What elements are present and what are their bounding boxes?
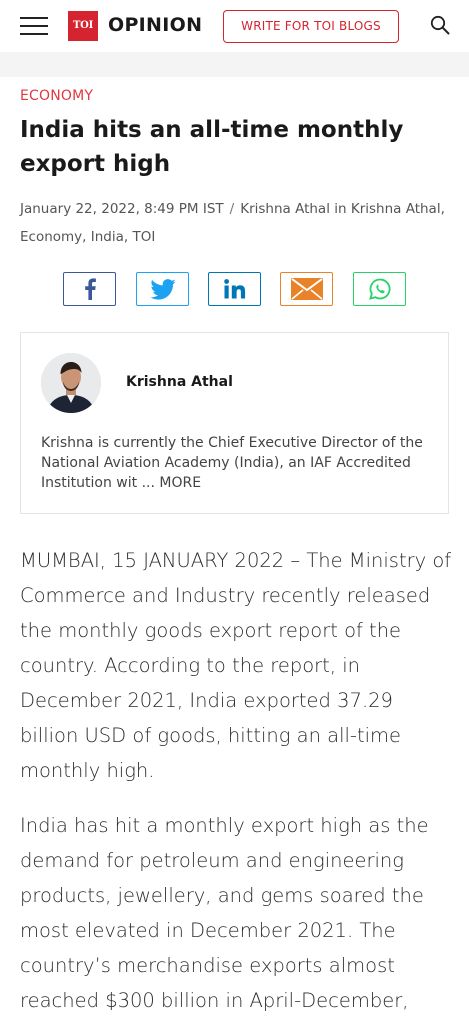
author-bio: Krishna is currently the Chief Executive…	[41, 433, 431, 493]
article-byline[interactable]: Krishna Athal in Krishna Athal, Economy,…	[20, 201, 445, 245]
toi-logo[interactable]: TOI	[68, 11, 98, 41]
whatsapp-icon	[368, 278, 390, 300]
author-card: Krishna Athal Krishna is currently the C…	[20, 332, 449, 514]
meta-separator: /	[229, 201, 235, 217]
author-bio-text: Krishna is currently the Chief Executive…	[41, 435, 423, 491]
facebook-icon	[84, 278, 96, 300]
author-avatar[interactable]	[41, 353, 101, 413]
article-paragraph: India has hit a monthly export high as t…	[20, 814, 429, 1012]
whatsapp-share-button[interactable]	[353, 272, 406, 306]
hamburger-menu-icon[interactable]	[20, 17, 48, 35]
write-for-toi-blogs-button[interactable]: WRITE FOR TOI BLOGS	[223, 10, 399, 43]
site-header: TOI OPINION WRITE FOR TOI BLOGS	[0, 0, 469, 52]
email-share-button[interactable]	[280, 272, 333, 306]
email-icon	[290, 278, 323, 300]
linkedin-share-button[interactable]	[208, 272, 261, 306]
twitter-share-button[interactable]	[136, 272, 189, 306]
author-portrait	[41, 353, 101, 413]
facebook-share-button[interactable]	[63, 272, 116, 306]
ad-placeholder-band	[0, 52, 469, 77]
article-paragraph: MUMBAI, 15 JANUARY 2022 – The Ministry o…	[20, 549, 452, 782]
share-bar	[0, 272, 469, 308]
section-title[interactable]: OPINION	[108, 14, 203, 36]
twitter-icon	[149, 278, 176, 300]
author-name[interactable]: Krishna Athal	[126, 374, 233, 390]
article-category[interactable]: ECONOMY	[20, 88, 94, 104]
article-date: January 22, 2022, 8:49 PM IST	[20, 201, 224, 217]
article-headline: India hits an all-time monthly export hi…	[20, 117, 404, 177]
article-meta: January 22, 2022, 8:49 PM IST / Krishna At…	[20, 195, 450, 251]
linkedin-icon	[223, 279, 245, 299]
author-more-link[interactable]: MORE	[159, 475, 202, 491]
search-icon[interactable]	[430, 15, 450, 35]
